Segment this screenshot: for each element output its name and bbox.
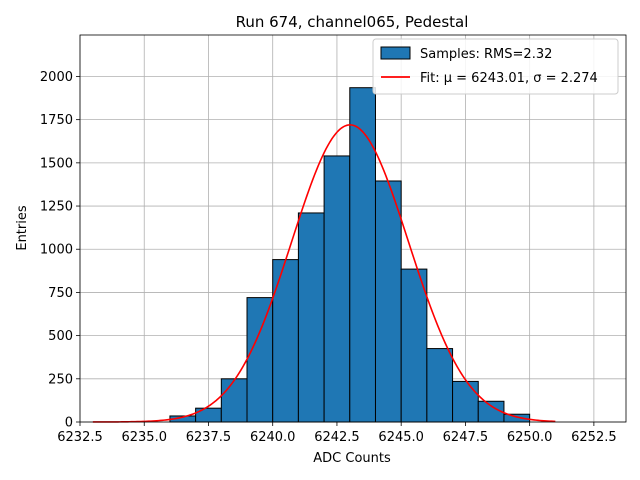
histogram-bars (169, 87, 531, 423)
y-tick-label: 250 (48, 372, 73, 387)
histogram-bar (426, 348, 454, 423)
x-tick-label: 6252.5 (571, 430, 617, 445)
x-axis-ticks: 6232.5 6235.0 6237.5 6240.0 6242.5 6245.0 6247… (57, 422, 617, 445)
x-tick-label: 6242.5 (314, 430, 360, 445)
x-tick-label: 6245.0 (378, 430, 424, 445)
legend-histogram-swatch (380, 46, 411, 60)
histogram-bar (374, 180, 402, 423)
chart-title: Run 674, channel065, Pedestal (236, 13, 469, 31)
y-tick-label: 750 (48, 286, 73, 301)
y-tick-label: 0 (65, 416, 73, 431)
legend-box (372, 38, 619, 95)
x-tick-label: 6250.0 (507, 430, 553, 445)
histogram-bar (323, 155, 351, 423)
x-tick-label: 6240.0 (250, 430, 296, 445)
y-tick-label: 1250 (40, 200, 73, 215)
x-tick-label: 6237.5 (186, 430, 232, 445)
y-tick-label: 500 (48, 329, 73, 344)
y-tick-label: 1000 (40, 243, 73, 258)
histogram-bar (246, 297, 274, 423)
histogram-bar (452, 380, 479, 423)
fit-curve (92, 124, 556, 423)
plot-area (79, 34, 627, 423)
y-axis-ticks: 0 250 500 750 1000 1250 1500 1750 2000 (40, 70, 80, 431)
axes-frame (79, 34, 627, 423)
histogram-bar (349, 87, 376, 423)
y-tick-label: 1500 (40, 156, 73, 171)
x-tick-label: 6247.5 (443, 430, 489, 445)
histogram-bar (297, 212, 325, 423)
y-tick-label: 2000 (40, 70, 73, 85)
histogram-bar (220, 378, 248, 423)
histogram-bar (400, 268, 428, 423)
histogram-bar (195, 407, 222, 423)
histogram-bar (272, 259, 299, 423)
legend: Samples: RMS=2.32 Fit: μ = 6243.01, σ = … (372, 38, 619, 95)
y-tick-label: 1750 (40, 113, 73, 128)
x-tick-label: 6235.0 (121, 430, 167, 445)
y-axis-label: Entries (15, 205, 30, 251)
legend-histogram-label: Samples: RMS=2.32 (420, 47, 552, 62)
x-axis-label: ADC Counts (313, 451, 391, 466)
x-tick-label: 6232.5 (57, 430, 103, 445)
legend-fit-label: Fit: μ = 6243.01, σ = 2.274 (420, 71, 598, 86)
